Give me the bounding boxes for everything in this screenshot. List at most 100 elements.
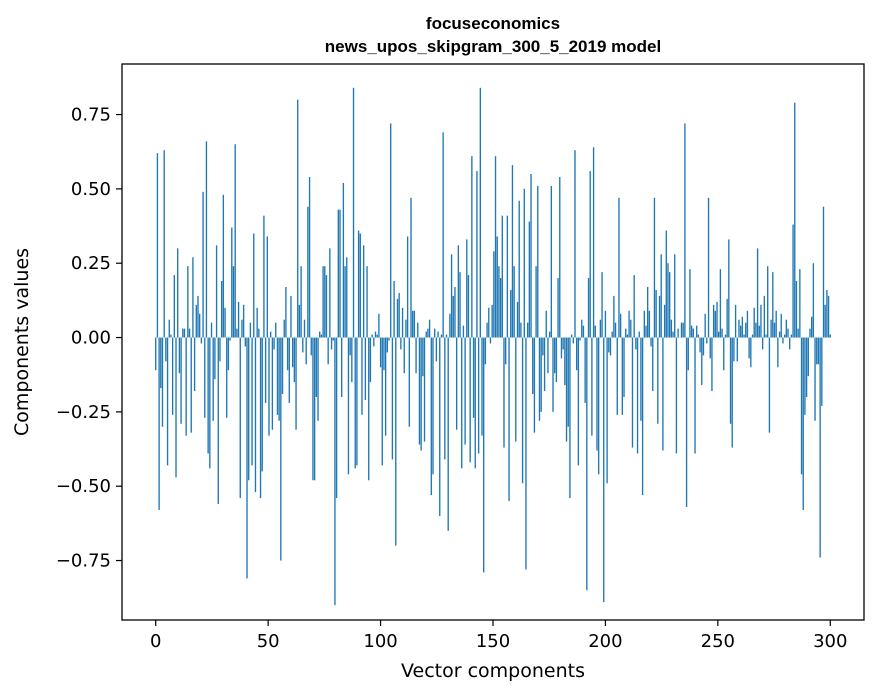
bar <box>197 295 199 338</box>
bar <box>657 337 659 424</box>
bar <box>586 337 588 591</box>
bar <box>807 337 809 377</box>
bar <box>425 331 427 338</box>
bar <box>293 337 296 383</box>
bar <box>455 337 458 430</box>
bar <box>630 319 632 338</box>
bar <box>525 337 527 570</box>
bar <box>719 269 722 338</box>
bar <box>357 230 360 338</box>
bar <box>232 266 235 338</box>
bar <box>200 337 203 344</box>
bar <box>819 337 821 558</box>
bar <box>268 337 270 436</box>
bar <box>783 334 786 338</box>
bar <box>537 185 539 338</box>
bar <box>173 275 175 338</box>
x-tick-label: 250 <box>701 631 735 652</box>
bar <box>175 337 177 478</box>
bar <box>393 281 395 338</box>
bar <box>312 337 314 481</box>
bar <box>215 245 218 338</box>
bar <box>516 301 519 338</box>
bar <box>362 245 365 338</box>
bar <box>777 337 779 368</box>
bar <box>694 337 696 454</box>
bar <box>494 156 497 338</box>
bar <box>381 337 383 466</box>
bar <box>596 337 598 451</box>
bar <box>552 337 554 412</box>
bar <box>572 337 574 344</box>
bar <box>567 337 569 427</box>
bar <box>396 298 399 338</box>
bar <box>324 266 326 338</box>
bar <box>638 331 640 338</box>
bar <box>346 257 348 338</box>
bar <box>183 328 186 338</box>
bar <box>770 319 772 338</box>
bar <box>209 337 211 469</box>
bar <box>273 337 275 350</box>
bar <box>606 337 608 484</box>
bar <box>403 337 405 374</box>
bar <box>736 337 738 362</box>
bar <box>505 337 507 365</box>
bar <box>520 322 522 338</box>
bar <box>351 337 353 383</box>
bar <box>188 328 191 338</box>
bar <box>339 209 341 338</box>
bar <box>660 254 662 338</box>
bar <box>582 325 585 338</box>
bar <box>270 331 272 338</box>
bar <box>675 337 678 454</box>
bar <box>398 292 400 338</box>
bar <box>800 337 803 475</box>
bar <box>330 337 333 350</box>
bar <box>592 147 595 338</box>
bar <box>368 337 370 481</box>
bar <box>413 310 416 338</box>
bar <box>751 334 754 338</box>
bar <box>239 337 241 499</box>
bar <box>523 188 525 338</box>
bar <box>731 337 733 448</box>
bar <box>616 337 618 415</box>
plot-frame <box>121 63 865 621</box>
bar <box>281 337 284 395</box>
bar <box>210 322 213 338</box>
bar <box>234 144 236 338</box>
bar <box>641 337 644 496</box>
bar <box>829 334 831 338</box>
bar <box>168 319 170 338</box>
bar <box>379 337 382 368</box>
bar <box>804 337 806 415</box>
bar <box>442 132 444 338</box>
bar <box>802 337 804 510</box>
bar <box>709 337 711 359</box>
bar <box>662 337 664 451</box>
bar <box>545 310 547 338</box>
bar <box>665 230 667 338</box>
bar <box>391 337 394 460</box>
x-axis-label: Vector components <box>401 660 585 682</box>
bar <box>193 337 196 392</box>
bar <box>450 254 453 338</box>
bar <box>207 337 209 454</box>
bar <box>648 310 651 338</box>
bar <box>623 337 625 398</box>
bar <box>165 337 167 362</box>
bar <box>761 337 764 350</box>
bar <box>476 171 478 338</box>
bar <box>177 248 179 338</box>
bar <box>687 337 689 371</box>
bar <box>650 337 652 347</box>
bar <box>319 331 321 338</box>
bar <box>824 304 826 338</box>
bar <box>313 337 316 481</box>
bar <box>462 325 465 338</box>
bar <box>579 337 581 341</box>
bar <box>341 337 343 398</box>
bar <box>577 337 580 466</box>
bar <box>734 304 737 338</box>
